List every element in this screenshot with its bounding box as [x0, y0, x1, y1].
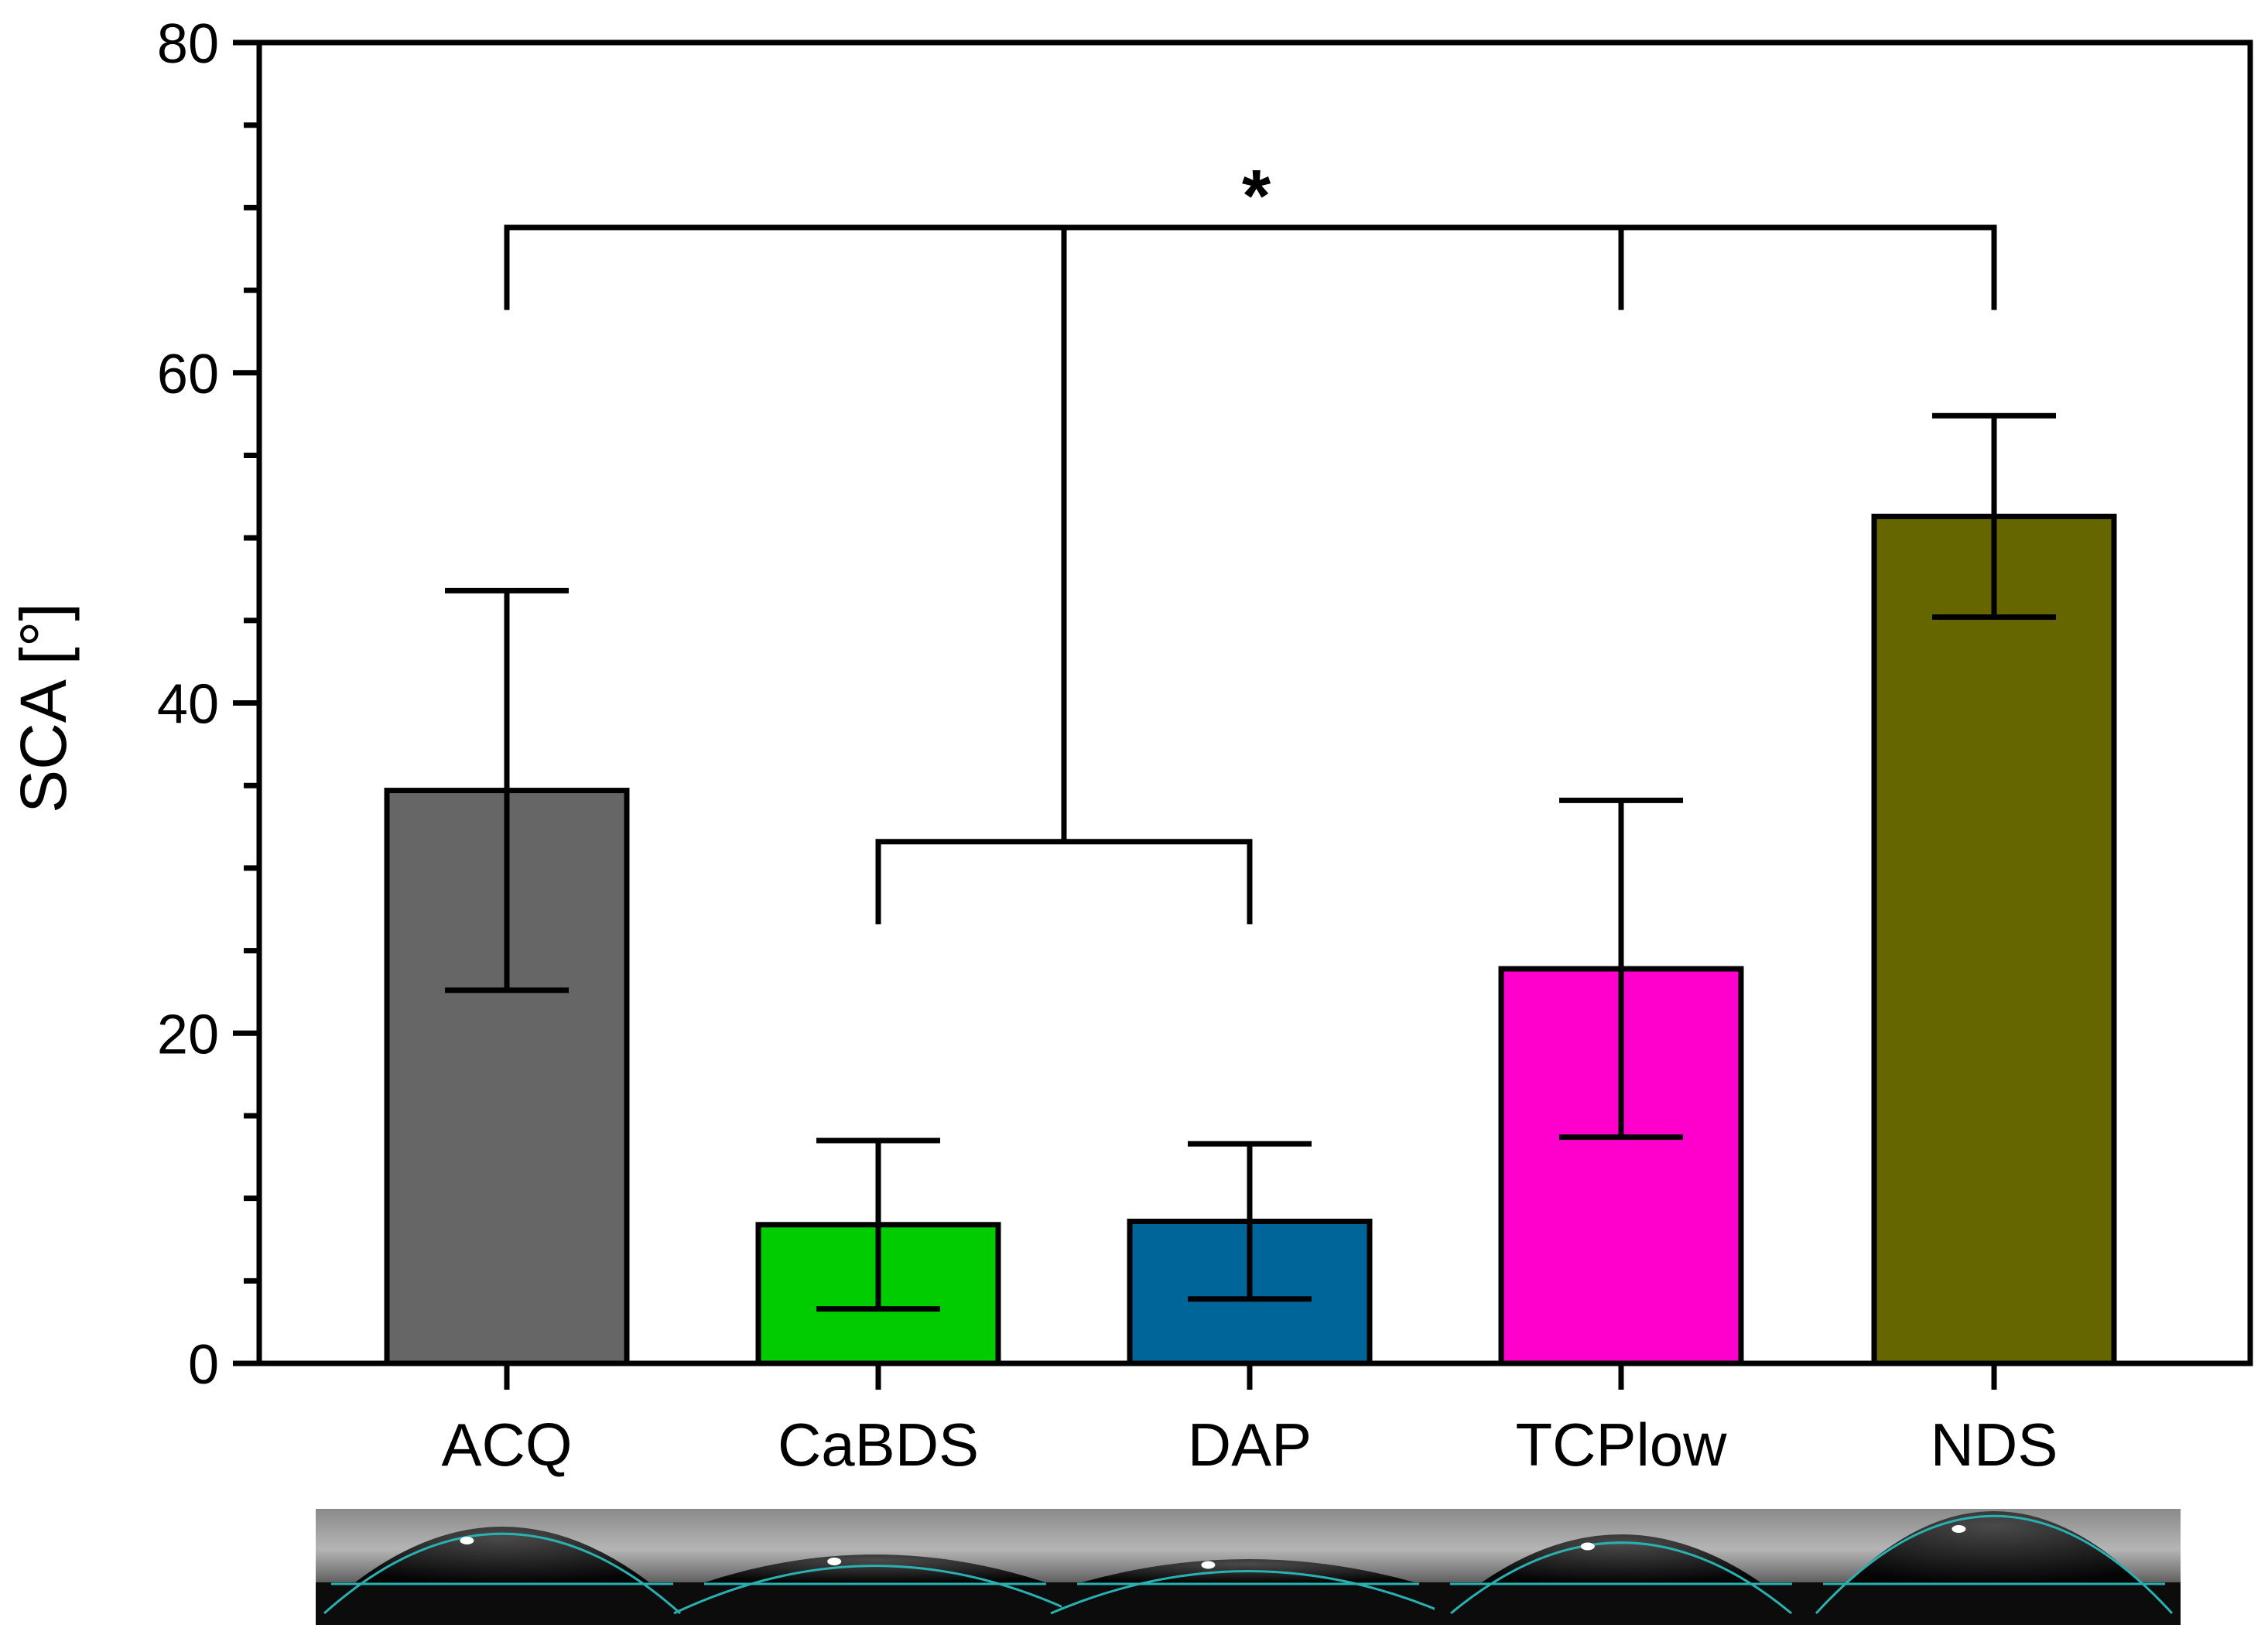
significance-brackets: * [504, 155, 1997, 925]
droplet-highlight [1580, 1542, 1595, 1551]
droplet-substrate [1808, 1582, 2181, 1625]
y-tick-label: 60 [157, 344, 219, 405]
droplet-highlight [1952, 1525, 1966, 1533]
x-tick-label: ACQ [441, 1411, 572, 1479]
droplet-highlight [827, 1558, 842, 1565]
droplet-highlight [1201, 1561, 1216, 1569]
droplet-image-strip [316, 1509, 2181, 1625]
error-bars [445, 412, 2056, 1312]
significance-label: * [1242, 155, 1271, 238]
bars [384, 513, 2117, 1366]
contact-angle-fit-curve [323, 1532, 681, 1615]
droplet-image [673, 1509, 1077, 1625]
droplet-substrate [689, 1582, 1062, 1625]
droplet-image [1808, 1509, 2181, 1625]
contact-angle-fit-curve [1450, 1541, 1792, 1615]
x-tick-label: TCPlow [1515, 1411, 1727, 1479]
contact-angle-fit-curve [1815, 1514, 2174, 1615]
contact-angle-fit-curve [673, 1565, 1077, 1615]
bracket-main [504, 224, 1997, 310]
y-tick-label: 40 [157, 674, 219, 736]
droplet-image [316, 1509, 689, 1625]
y-tick-label: 20 [157, 1004, 219, 1065]
x-tick-label: DAP [1188, 1411, 1312, 1479]
droplet-substrate [1435, 1582, 1808, 1625]
droplet-image [1050, 1509, 1446, 1625]
y-axis-label: SCA [°] [7, 603, 80, 813]
droplet-substrate [316, 1582, 689, 1625]
droplet-highlight [460, 1537, 474, 1544]
y-tick-label: 80 [157, 13, 219, 75]
droplet-substrate [1062, 1582, 1435, 1625]
contact-angle-fit-curve [1050, 1570, 1446, 1615]
droplet-image [1435, 1509, 1808, 1625]
x-axis: ACQ CaBDS DAP TCPlow NDS [441, 1363, 2058, 1479]
x-tick-label: NDS [1931, 1411, 2058, 1479]
droplet-shape [1482, 1534, 1760, 1582]
bar-nds [1871, 513, 2117, 1366]
y-tick-label: 0 [188, 1334, 219, 1396]
droplet-shape [355, 1527, 649, 1582]
bracket-subgroup [875, 839, 1253, 925]
y-axis: 0 20 40 60 80 [157, 13, 259, 1396]
x-tick-label: CaBDS [778, 1411, 979, 1479]
droplet-shape [1847, 1511, 2141, 1582]
